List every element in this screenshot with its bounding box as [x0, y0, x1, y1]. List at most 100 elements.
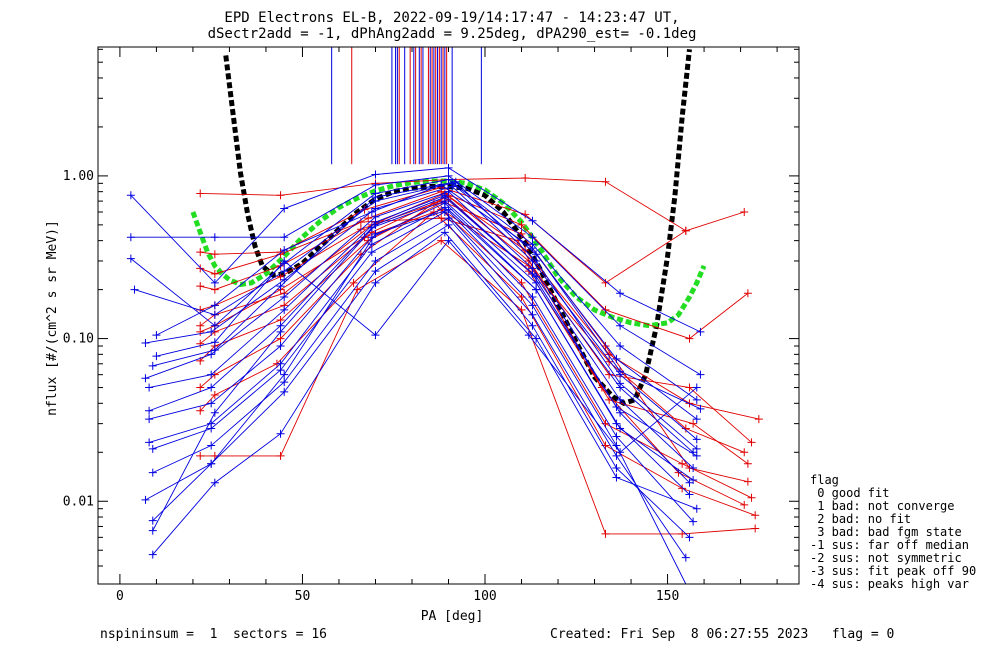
- data-point: [148, 444, 157, 453]
- data-point: [681, 424, 690, 433]
- data-point: [141, 338, 150, 347]
- data-point: [280, 370, 289, 379]
- data-point: [740, 448, 749, 457]
- series-line-24: [152, 224, 690, 538]
- data-point: [367, 207, 376, 216]
- legend-item: 1 bad: not converge: [810, 499, 955, 513]
- data-point: [145, 415, 154, 424]
- data-point: [196, 189, 205, 198]
- data-point: [692, 435, 701, 444]
- data-point: [276, 451, 285, 460]
- data-point: [532, 285, 541, 294]
- data-point: [444, 205, 453, 214]
- data-point: [371, 256, 380, 265]
- data-point: [371, 229, 380, 238]
- data-point: [126, 191, 135, 200]
- data-point: [444, 214, 453, 223]
- data-point: [207, 383, 216, 392]
- data-point: [207, 399, 216, 408]
- data-point: [276, 250, 285, 259]
- data-point: [440, 193, 449, 202]
- data-point: [605, 357, 614, 366]
- data-point: [210, 338, 219, 347]
- data-point: [696, 327, 705, 336]
- legend-title: flag: [810, 473, 839, 487]
- data-point: [685, 383, 694, 392]
- data-point: [148, 526, 157, 535]
- data-point: [692, 395, 701, 404]
- data-point: [207, 459, 216, 468]
- data-point: [528, 301, 537, 310]
- x-tick-label: 100: [473, 589, 496, 604]
- data-point: [747, 438, 756, 447]
- data-point: [601, 305, 610, 314]
- data-point: [196, 264, 205, 273]
- data-point: [280, 378, 289, 387]
- legend-item: -1 sus: far off median: [810, 538, 969, 552]
- fit-curve-black: [223, 49, 692, 407]
- data-point: [371, 180, 380, 189]
- data-point: [740, 207, 749, 216]
- x-axis-label: PA [deg]: [421, 609, 484, 624]
- data-point: [196, 406, 205, 415]
- data-point: [451, 177, 460, 186]
- data-point: [148, 361, 157, 370]
- data-point: [280, 204, 289, 213]
- data-point: [689, 419, 698, 428]
- data-point: [517, 220, 526, 229]
- data-point: [196, 282, 205, 291]
- data-point: [210, 321, 219, 330]
- data-point: [210, 285, 219, 294]
- data-point: [681, 553, 690, 562]
- series-line-23: [152, 217, 687, 558]
- data-point: [448, 182, 457, 191]
- data-point: [210, 250, 219, 259]
- data-point: [685, 490, 694, 499]
- data-point: [210, 269, 219, 278]
- data-point: [367, 248, 376, 257]
- data-point: [747, 493, 756, 502]
- data-point: [528, 293, 537, 302]
- data-point: [207, 370, 216, 379]
- data-point: [532, 256, 541, 265]
- data-point: [280, 246, 289, 255]
- data-point: [196, 339, 205, 348]
- data-point: [521, 174, 530, 183]
- data-point: [689, 517, 698, 526]
- data-point: [601, 529, 610, 538]
- data-point: [616, 448, 625, 457]
- data-point: [280, 233, 289, 242]
- data-point: [141, 374, 150, 383]
- data-point: [276, 334, 285, 343]
- data-point: [207, 424, 216, 433]
- data-point: [437, 236, 446, 245]
- data-point: [612, 441, 621, 450]
- data-point: [616, 367, 625, 376]
- data-point: [681, 226, 690, 235]
- data-point: [528, 321, 537, 330]
- plot-frame: [97, 46, 800, 585]
- data-point: [276, 191, 285, 200]
- data-point: [754, 415, 763, 424]
- data-point: [678, 484, 687, 493]
- data-point: [148, 516, 157, 525]
- data-point: [678, 529, 687, 538]
- data-point: [145, 406, 154, 415]
- legend-item: 0 good fit: [810, 486, 890, 500]
- data-point: [210, 346, 219, 355]
- data-point: [280, 305, 289, 314]
- data-point: [528, 310, 537, 319]
- data-point: [207, 350, 216, 359]
- data-point: [524, 331, 533, 340]
- data-point: [685, 334, 694, 343]
- data-point: [130, 285, 139, 294]
- data-point: [685, 533, 694, 542]
- data-point: [141, 495, 150, 504]
- data-point: [616, 408, 625, 417]
- data-point: [696, 404, 705, 413]
- data-point: [601, 342, 610, 351]
- data-point: [371, 170, 380, 179]
- series-line-18: [149, 194, 694, 469]
- data-point: [612, 402, 621, 411]
- chart-title-line1: EPD Electrons EL-B, 2022-09-19/14:17:47 …: [224, 10, 679, 26]
